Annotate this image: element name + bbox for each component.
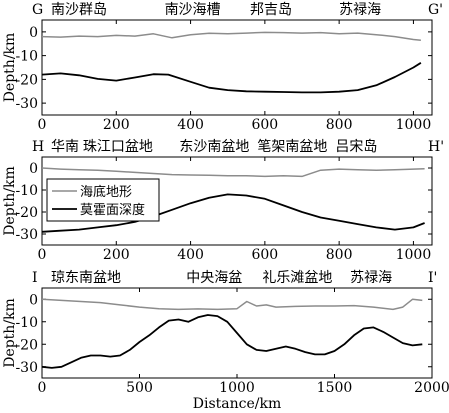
x-tick-label: 400 (177, 117, 204, 133)
x-tick-label: 1000 (219, 380, 255, 396)
seafloor-line (41, 167, 425, 178)
legend-label: 莫霍面深度 (80, 202, 145, 218)
seafloor-line (41, 298, 423, 311)
moho-line (41, 62, 422, 94)
x-tick-label: 2000 (414, 380, 449, 396)
region-label: 苏禄海 (339, 2, 381, 18)
y-tick-label: 0 (29, 292, 38, 308)
profile-start-label: I (32, 270, 38, 286)
legend-label: 海底地形 (80, 184, 132, 200)
x-tick-label: 0 (38, 117, 47, 133)
y-tick-label: -20 (15, 72, 38, 88)
x-tick-label: 200 (103, 117, 130, 133)
y-tick-label: -30 (15, 227, 38, 243)
moho-line (41, 193, 425, 233)
region-label: 吕宋岛 (335, 139, 377, 155)
x-tick-label: 1500 (317, 380, 353, 396)
x-tick-label: 800 (326, 117, 353, 133)
region-label: 珠江口盆地 (83, 139, 153, 155)
y-tick-label: -20 (15, 205, 38, 221)
plot-frame (41, 156, 433, 246)
y-tick-label: 0 (29, 25, 38, 41)
region-label: 琼东南盆地 (51, 270, 121, 286)
x-tick-label: 600 (251, 117, 278, 133)
x-tick-label: 500 (126, 380, 153, 396)
seafloor-line (41, 31, 421, 41)
x-tick-label: 200 (103, 247, 130, 263)
legend-box (46, 178, 160, 222)
profile-start-label: G (32, 2, 43, 18)
y-tick-label: -10 (15, 315, 38, 331)
region-label: 笔架南盆地 (257, 139, 327, 155)
region-label: 邦吉岛 (250, 2, 292, 18)
moho-line (41, 314, 423, 369)
region-label: 南沙群岛 (51, 2, 107, 18)
y-tick-label: -10 (15, 183, 38, 199)
y-tick-label: -20 (15, 337, 38, 353)
region-label: 南沙海槽 (165, 2, 221, 18)
y-axis-label: Depth/km (2, 166, 18, 236)
region-label: 礼乐滩盆地 (262, 270, 332, 286)
x-tick-label: 0 (38, 247, 47, 263)
region-label: 华南 (51, 139, 79, 155)
x-tick-label: 1000 (396, 247, 432, 263)
profile-end-label: H' (428, 139, 444, 155)
y-axis-label: Depth/km (2, 33, 18, 103)
y-tick-label: -30 (15, 96, 38, 112)
profile-start-label: H (32, 139, 44, 155)
profile-end-label: G' (428, 2, 443, 18)
region-label: 中央海盆 (186, 270, 242, 286)
y-tick-label: -30 (15, 360, 38, 376)
region-label: 东沙南盆地 (179, 139, 249, 155)
x-tick-label: 800 (326, 247, 353, 263)
x-tick-label: 0 (38, 380, 47, 396)
y-axis-label: Depth/km (2, 298, 18, 368)
x-tick-label: 1000 (396, 117, 432, 133)
y-tick-label: -10 (15, 49, 38, 65)
y-tick-label: 0 (29, 161, 38, 177)
x-tick-label: 600 (251, 247, 278, 263)
x-tick-label: 400 (177, 247, 204, 263)
x-axis-label: Distance/km (193, 396, 281, 412)
profile-end-label: I' (428, 270, 437, 286)
region-label: 苏禄海 (350, 270, 392, 286)
plot-frame (41, 19, 433, 116)
